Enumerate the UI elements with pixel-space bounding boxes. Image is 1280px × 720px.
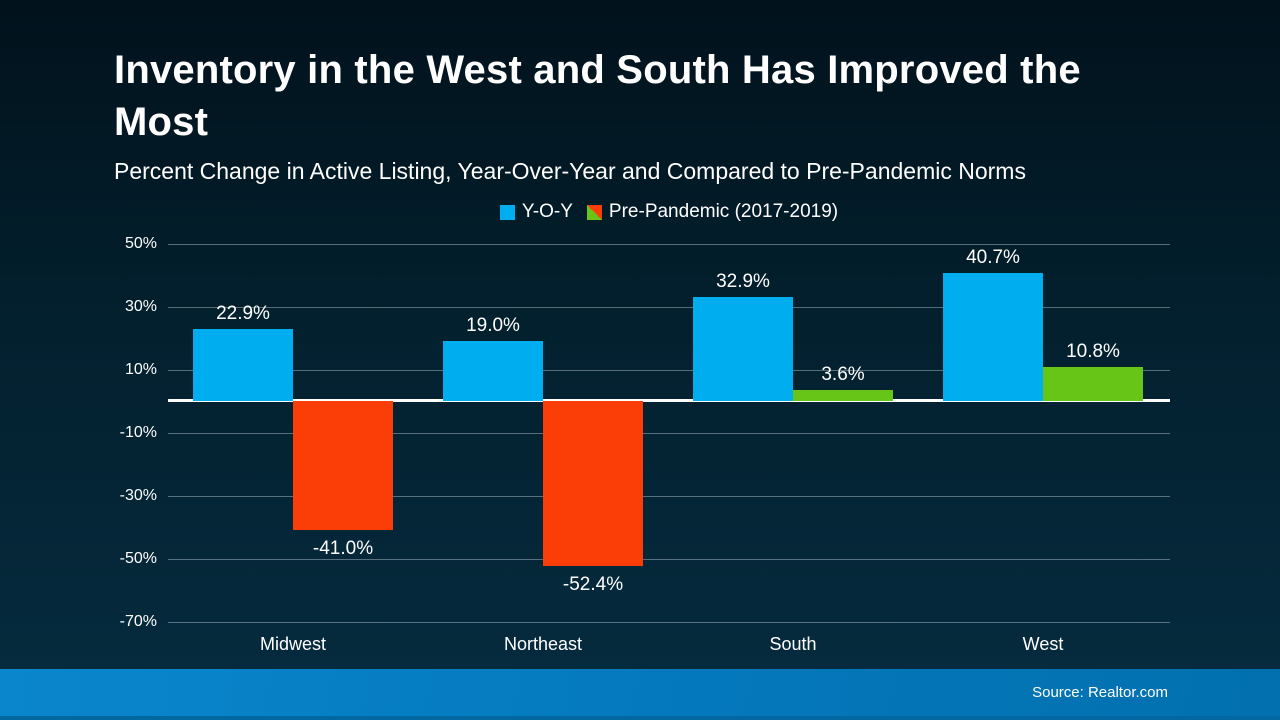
category-label-south: South bbox=[769, 634, 817, 654]
y-axis-tick-label: -50% bbox=[119, 549, 157, 567]
legend-label-yoy: Y-O-Y bbox=[521, 201, 573, 222]
gridline bbox=[168, 495, 1170, 497]
gridline bbox=[168, 432, 1170, 434]
value-label-yoy-northeast: 19.0% bbox=[466, 315, 520, 336]
y-axis-tick-label: 10% bbox=[124, 360, 157, 378]
value-label-yoy-midwest: 22.9% bbox=[216, 303, 270, 324]
bar-yoy-northeast bbox=[443, 341, 543, 401]
split-red-green-square-icon bbox=[586, 204, 602, 220]
value-label-yoy-south: 32.9% bbox=[716, 271, 770, 292]
legend-label-prepandemic: Pre-Pandemic (2017-2019) bbox=[608, 201, 839, 222]
value-label-prepandemic-west: 10.8% bbox=[1066, 341, 1120, 362]
chart-title: Inventory in the West and South Has Impr… bbox=[114, 48, 1081, 144]
legend-item-yoy: Y-O-Y bbox=[499, 201, 573, 223]
category-label-northeast: Northeast bbox=[503, 634, 583, 654]
gridline bbox=[168, 369, 1170, 371]
y-axis-tick-label: -10% bbox=[119, 423, 157, 441]
bar-prepandemic-west bbox=[1043, 367, 1143, 401]
category-label-west: West bbox=[1022, 634, 1064, 654]
y-axis-tick-label: 50% bbox=[124, 234, 157, 252]
bar-yoy-midwest bbox=[193, 329, 293, 401]
value-label-prepandemic-northeast: -52.4% bbox=[562, 574, 624, 595]
bar-prepandemic-midwest bbox=[293, 401, 393, 530]
bar-prepandemic-south bbox=[793, 390, 893, 401]
blue-square-icon bbox=[499, 204, 515, 220]
bar-yoy-west bbox=[943, 273, 1043, 401]
bar-prepandemic-northeast bbox=[543, 401, 643, 566]
category-label-midwest: Midwest bbox=[259, 634, 326, 654]
gridline bbox=[168, 558, 1170, 560]
y-axis-tick-label: 30% bbox=[124, 297, 157, 315]
y-axis-tick-label: -70% bbox=[119, 612, 157, 630]
legend: Y-O-Y Pre-Pandemic (2017-2019) bbox=[168, 199, 1170, 225]
bar-yoy-south bbox=[693, 297, 793, 401]
y-axis-tick-label: -30% bbox=[119, 486, 157, 504]
gridline bbox=[168, 243, 1170, 245]
gridline bbox=[168, 306, 1170, 308]
footer-bar: Source: Realtor.com bbox=[0, 669, 1280, 720]
value-label-yoy-west: 40.7% bbox=[966, 247, 1020, 268]
zero-baseline bbox=[168, 399, 1170, 402]
gridline bbox=[168, 621, 1170, 623]
source-credit: Source: Realtor.com bbox=[1032, 684, 1168, 701]
value-label-prepandemic-midwest: -41.0% bbox=[312, 538, 374, 559]
value-label-prepandemic-south: 3.6% bbox=[821, 364, 865, 385]
legend-item-prepandemic: Pre-Pandemic (2017-2019) bbox=[586, 201, 839, 223]
chart-subtitle: Percent Change in Active Listing, Year-O… bbox=[114, 158, 1026, 184]
